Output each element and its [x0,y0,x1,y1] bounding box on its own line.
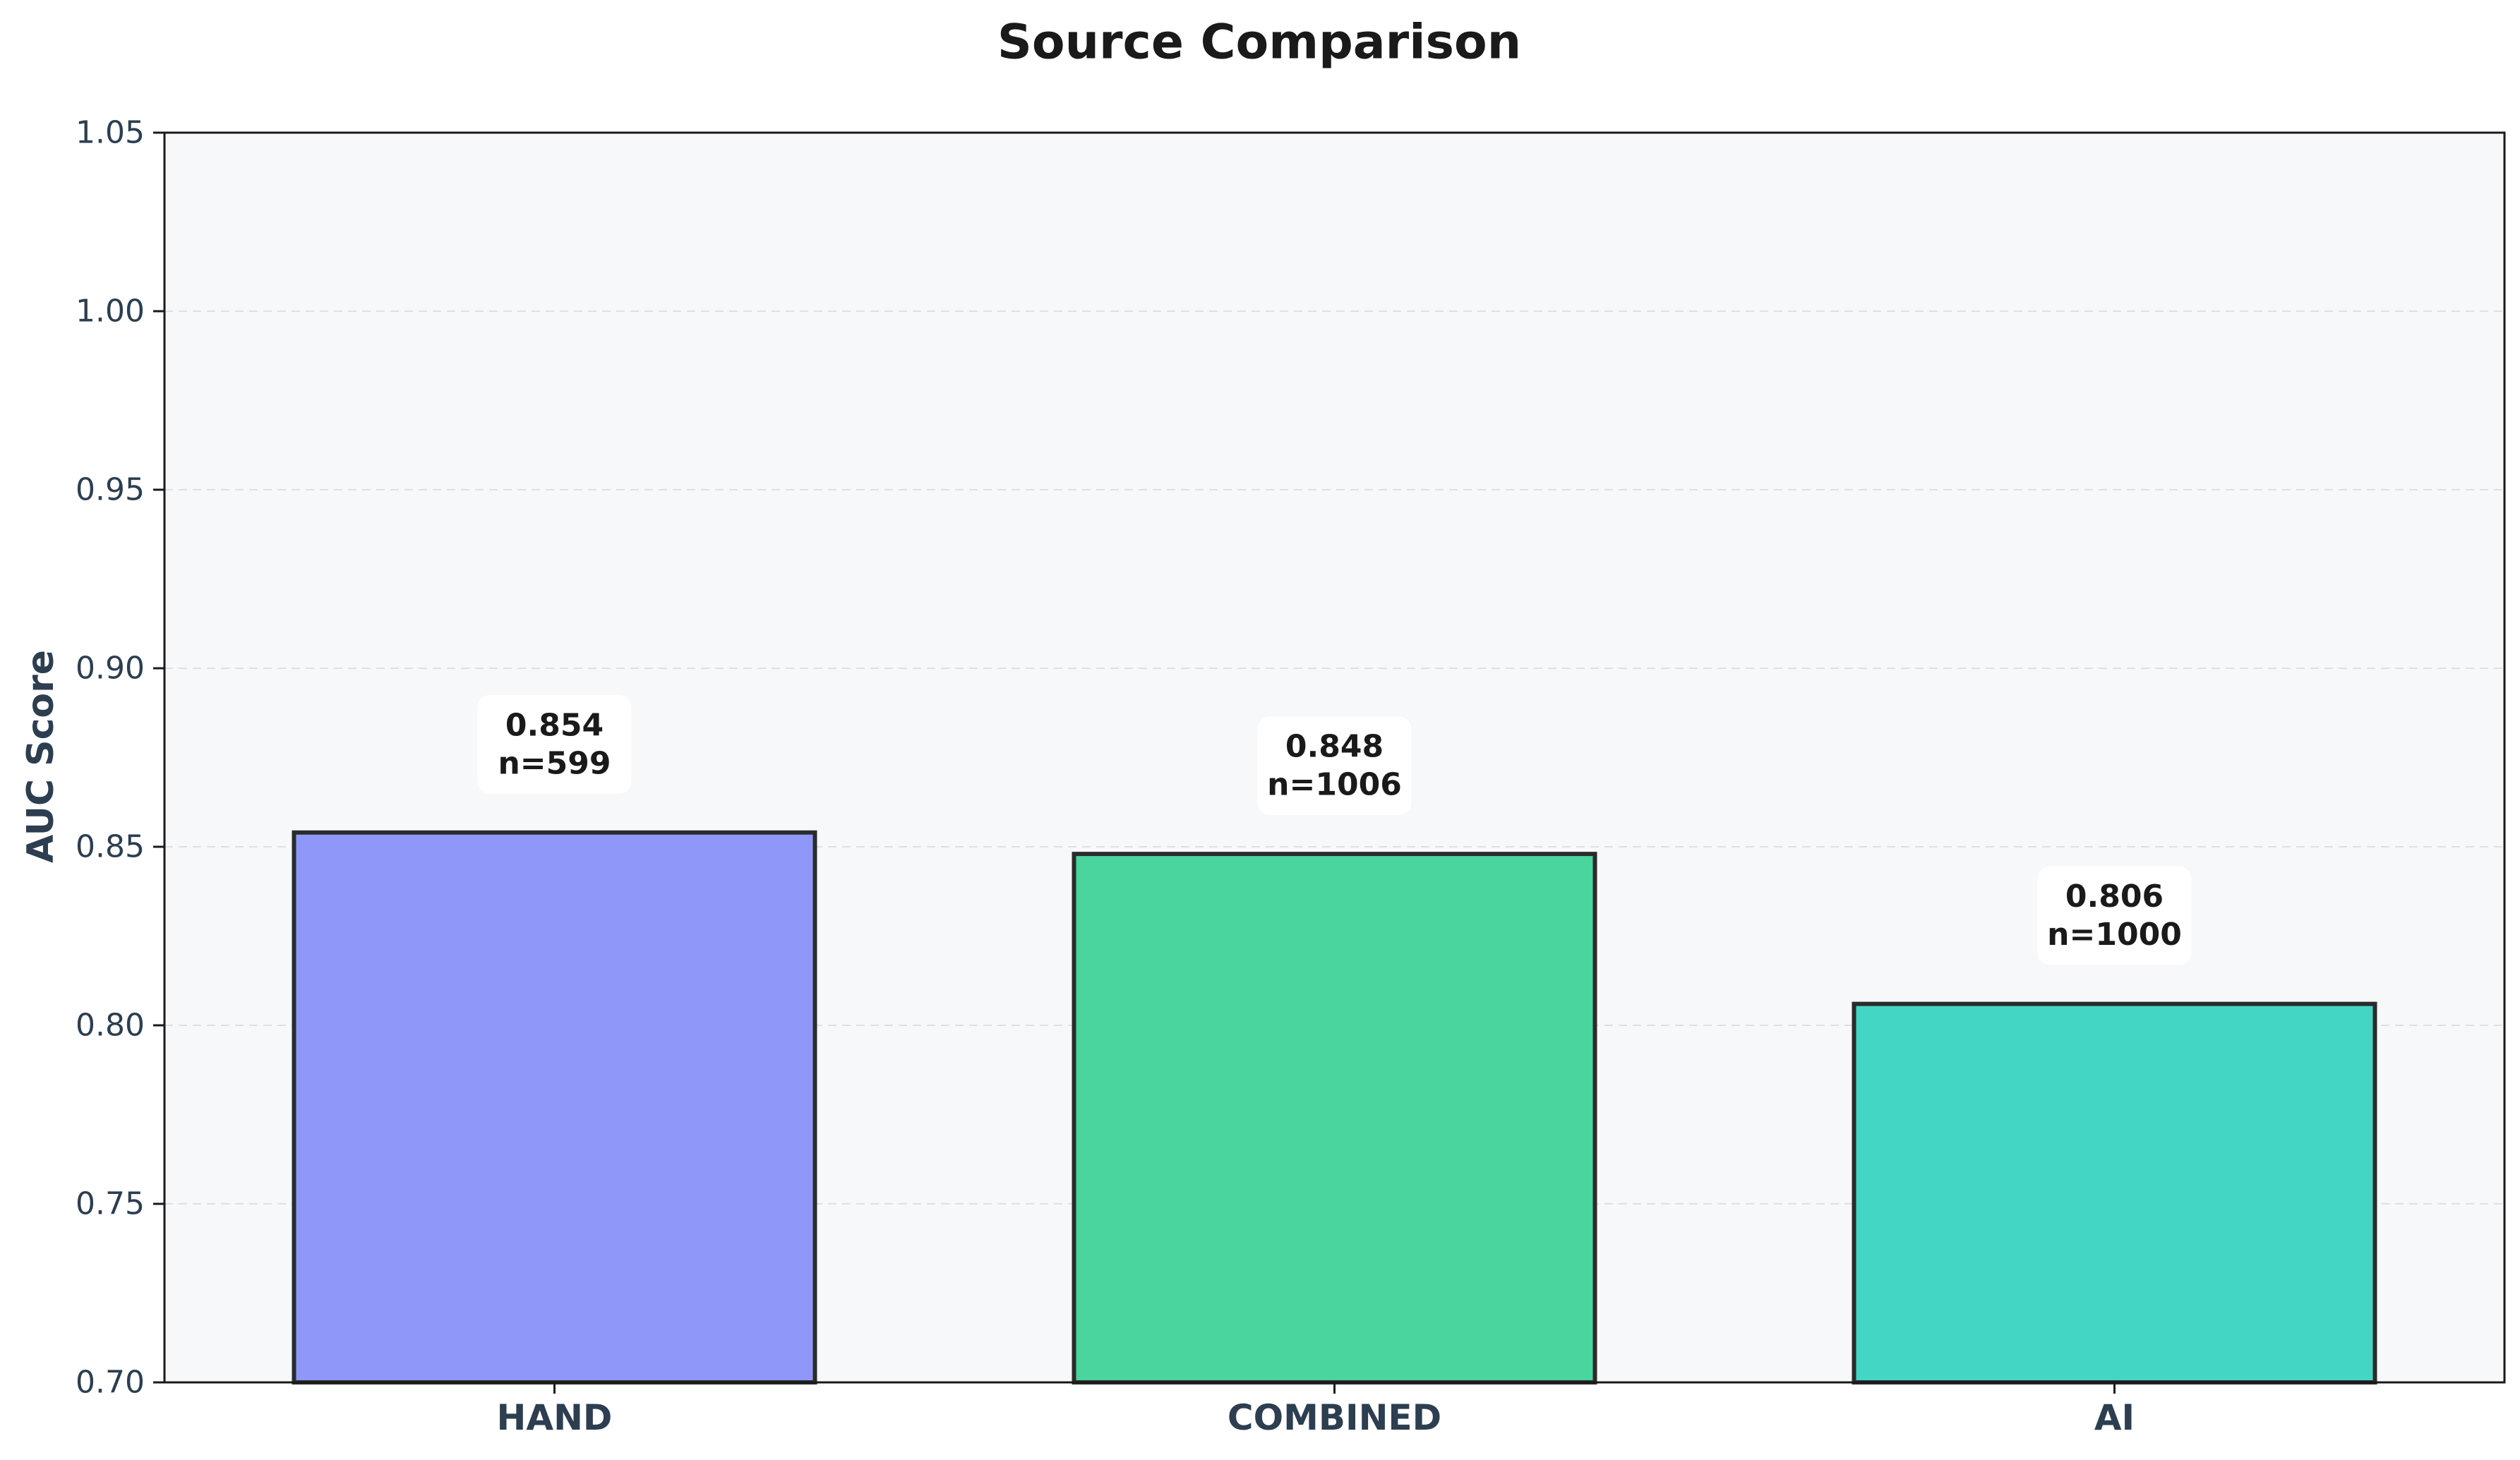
bar-combined [1072,852,1597,1384]
data-label-count: n=1006 [1267,767,1402,803]
x-tick-label: AI [2094,1397,2135,1438]
data-label-box [1257,716,1412,816]
x-axis-ticks: HAND COMBINED AI [497,1382,2135,1438]
x-tick-label: HAND [497,1397,613,1438]
data-label-box [2037,866,2192,965]
y-tick-label: 1.00 [76,294,145,330]
bar-ai [1852,1001,2377,1384]
y-tick-label: 0.80 [76,1008,145,1044]
data-label-value: 0.806 [2065,879,2164,915]
y-tick-label: 0.75 [76,1186,145,1222]
data-label-value: 0.854 [505,707,604,743]
y-axis-ticks: 0.70 0.75 0.80 0.85 0.90 0.95 1.00 1.05 [76,115,164,1401]
y-tick-label: 1.05 [76,115,145,151]
y-tick-label: 0.70 [76,1365,145,1401]
data-label-box [477,694,632,794]
chart-title: Source Comparison [997,15,1521,71]
bar-hand [292,830,817,1384]
y-tick-label: 0.90 [76,651,145,687]
data-label-count: n=1000 [2047,917,2182,953]
data-label-value: 0.848 [1285,729,1384,765]
bars [292,830,2377,1384]
y-tick-label: 0.95 [76,472,145,508]
y-axis-label: AUC Score [20,650,62,863]
data-label-count: n=599 [498,745,611,781]
y-tick-label: 0.85 [76,829,145,865]
x-tick-label: COMBINED [1228,1397,1441,1438]
